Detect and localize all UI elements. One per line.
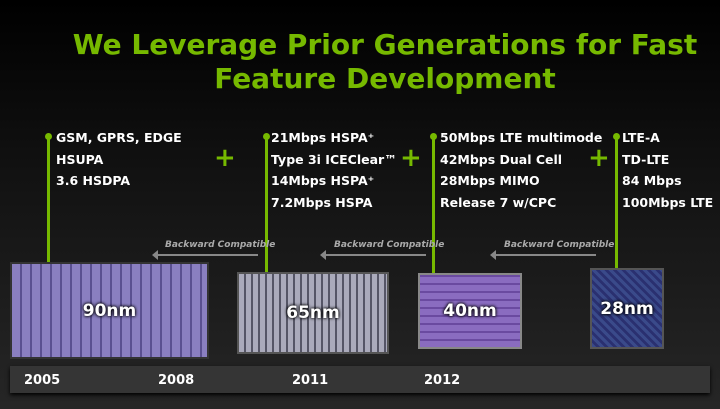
features-2011: 50Mbps LTE multimode 42Mbps Dual Cell 28… <box>440 130 603 210</box>
arrow-left-icon <box>152 250 258 260</box>
timeline-line-2005 <box>47 136 50 264</box>
backward-compatible-label: Backward Compatible <box>334 240 445 250</box>
features-2005: GSM, GPRS, EDGE HSUPA 3.6 HSDPA <box>56 130 182 188</box>
timeline-line-2012 <box>615 136 618 269</box>
plus-icon: + <box>400 143 422 173</box>
backward-compatible-label: Backward Compatible <box>165 240 276 250</box>
year-label: 2011 <box>292 373 329 388</box>
plus-icon: + <box>214 143 236 173</box>
backward-compatible-label: Backward Compatible <box>504 240 615 250</box>
chip-die-65nm: 65nm <box>237 272 389 354</box>
chip-die-40nm: 40nm <box>418 273 522 349</box>
arrow-left-icon <box>490 250 596 260</box>
plus-icon: + <box>588 143 610 173</box>
timeline-line-2011 <box>432 136 435 274</box>
timeline-line-2008 <box>265 136 268 273</box>
chip-die-90nm: 90nm <box>10 262 209 359</box>
timeline-dot <box>263 133 270 140</box>
features-2008: 21Mbps HSPA⁺ Type 3i ICEClear™ 14Mbps HS… <box>271 130 397 210</box>
timeline-dot <box>430 133 437 140</box>
chip-die-28nm: 28nm <box>590 268 664 349</box>
timeline-dot <box>613 133 620 140</box>
year-label: 2005 <box>24 373 61 388</box>
year-label: 2008 <box>158 373 195 388</box>
features-2012: LTE-A TD-LTE 84 Mbps 100Mbps LTE <box>622 130 714 210</box>
year-label: 2012 <box>424 373 461 388</box>
arrow-left-icon <box>320 250 426 260</box>
year-bar: 2005 2008 2011 2012 <box>10 366 710 393</box>
slide-title: We Leverage Prior Generations for Fast F… <box>72 28 698 95</box>
timeline-dot <box>45 133 52 140</box>
